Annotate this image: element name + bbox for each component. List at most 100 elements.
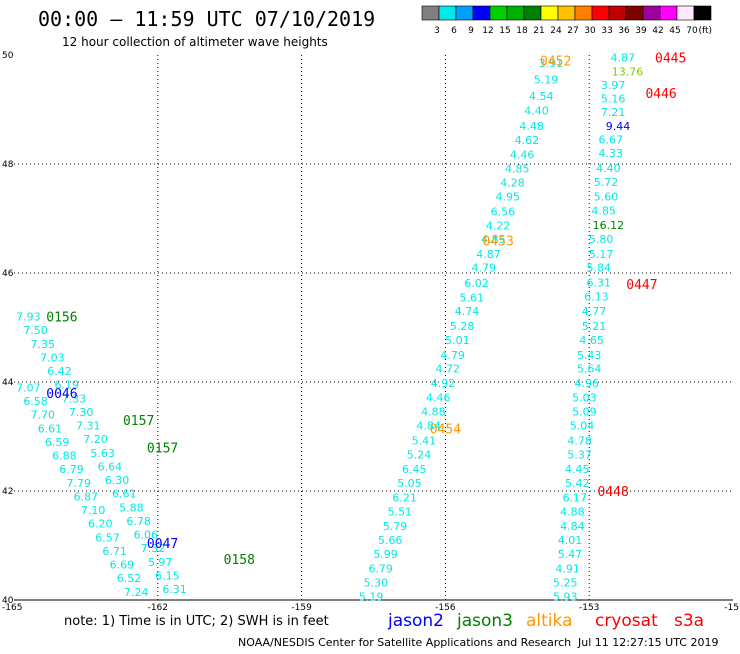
wave-height-value: 5.66 <box>378 534 403 547</box>
lon-tick-label: -15 <box>724 603 739 613</box>
wave-height-value: 6.06 <box>134 529 159 542</box>
legend-unit-label: (ft) <box>698 26 712 36</box>
wave-height-value: 5.37 <box>567 448 592 461</box>
wave-height-value: 6.59 <box>45 436 70 449</box>
wave-height-value: 6.71 <box>102 545 127 558</box>
wave-height-value: 4.84 <box>416 420 441 433</box>
wave-height-value: 5.05 <box>397 477 422 490</box>
wave-height-value: 6.17 <box>563 492 588 505</box>
wave-height-value: 4.01 <box>558 534 583 547</box>
wave-height-value: 4.95 <box>495 191 520 204</box>
wave-height-value: 4.74 <box>455 305 480 318</box>
legend-swatch <box>625 5 644 21</box>
wave-height-value: 5.04 <box>570 420 595 433</box>
pass-time-label: 0448 <box>598 485 629 500</box>
wave-height-value: 5.09 <box>572 405 597 418</box>
color-legend: 3 6 9 12 15 18 21 24 27 30 33 36 39 42 45 70 (ft) <box>421 5 712 36</box>
pass-time-label: 0156 <box>46 311 77 326</box>
wave-height-value: 5.79 <box>383 520 408 533</box>
legend-tick-label: 3 <box>434 26 440 36</box>
wave-height-value: 3.91 <box>539 57 564 70</box>
pass-time-label: 0447 <box>626 278 657 293</box>
wave-height-value: 6.61 <box>38 422 63 435</box>
legend-tick-label: 30 <box>584 26 596 36</box>
wave-height-value: 6.20 <box>88 518 113 531</box>
wave-height-value: 5.93 <box>553 591 578 604</box>
legend-tick-label: 6 <box>451 26 457 36</box>
legend-swatch <box>472 5 491 21</box>
wave-height-value: 7.93 <box>16 311 41 324</box>
legend-swatch <box>659 5 678 21</box>
pass-time-label: 0446 <box>645 87 676 102</box>
lat-tick-label: 46 <box>2 269 14 279</box>
wave-height-value: 4.79 <box>471 262 496 275</box>
wave-height-value: 5.16 <box>601 93 626 106</box>
pass-labels: 0452 0445 0446 0453 0447 0454 0448 0156 0046 0157… <box>46 52 686 568</box>
wave-height-value: 3.97 <box>601 79 626 92</box>
lat-tick-label: 48 <box>2 160 14 170</box>
pass-time-label: 0158 <box>224 553 255 568</box>
wave-height-value: 4.85 <box>591 204 616 217</box>
wave-height-value: 7.79 <box>66 477 91 490</box>
lon-tick-label: -165 <box>2 603 22 613</box>
wave-height-value: 4.77 <box>582 305 607 318</box>
satellite-legend-jason3: jason3 <box>456 611 513 631</box>
wave-height-value: 5.01 <box>445 334 470 347</box>
legend-swatch <box>642 5 661 21</box>
wave-height-value: 6.42 <box>47 365 72 378</box>
wave-height-value: 4.84 <box>560 520 585 533</box>
satellite-legend: jason2 jason3 altika cryosat s3a <box>387 611 704 631</box>
wave-height-value: 5.03 <box>572 391 597 404</box>
legend-swatch <box>676 5 695 21</box>
legend-swatch <box>591 5 610 21</box>
lon-tick-label: -162 <box>148 603 168 613</box>
footer-note: note: 1) Time is in UTC; 2) SWH is in fe… <box>64 614 329 629</box>
wave-height-value: 5.19 <box>359 591 384 604</box>
legend-tick-label: 9 <box>468 26 474 36</box>
legend-swatch <box>574 5 593 21</box>
wave-height-value: 7.31 <box>76 420 101 433</box>
pass-time-label: 0157 <box>123 414 154 429</box>
legend-tick-label: 21 <box>533 26 544 36</box>
map-axes: -165 -162 -159 -156 -153 -15 40 42 44 46 48 50 <box>2 51 739 613</box>
pass-time-label: 0454 <box>430 422 461 437</box>
wave-height-value: 6.21 <box>392 492 417 505</box>
legend-tick-label: 42 <box>652 26 663 36</box>
satellite-legend-cryosat: cryosat <box>595 611 658 631</box>
satellite-legend-jason2: jason2 <box>387 611 444 631</box>
wave-height-value: 4.62 <box>515 134 540 147</box>
wave-height-value: 6.30 <box>105 474 130 487</box>
lat-tick-label: 44 <box>2 378 14 388</box>
lat-tick-label: 40 <box>2 596 14 606</box>
wave-height-value: 5.47 <box>558 548 583 561</box>
timestamp-text: Jul 11 12:27:15 UTC 2019 <box>577 636 718 649</box>
wave-height-value: 6.15 <box>155 569 180 582</box>
legend-swatch <box>455 5 474 21</box>
pass-time-label: 0046 <box>46 387 77 402</box>
wave-height-value: 5.17 <box>589 248 614 261</box>
legend-swatch <box>489 5 508 21</box>
wave-height-value: 7.35 <box>31 338 56 351</box>
credit-text: NOAA/NESDIS Center for Satellite Applica… <box>238 636 571 649</box>
wave-height-value: 5.21 <box>582 320 607 333</box>
wave-height-value: 4.45 <box>565 463 590 476</box>
wave-height-value: 6.67 <box>599 133 624 146</box>
legend-swatch <box>693 5 712 21</box>
wave-height-value: 6.69 <box>110 559 135 572</box>
wave-height-value: 7.03 <box>40 351 65 364</box>
wave-height-value: 4.85 <box>505 162 530 175</box>
wave-height-value: 5.51 <box>388 506 413 519</box>
wave-height-value: 5.60 <box>594 191 619 204</box>
wave-height-value: 7.50 <box>23 324 48 337</box>
wave-height-value: 7.07 <box>16 381 41 394</box>
wave-height-value: 5.61 <box>460 292 485 305</box>
page-subtitle: 12 hour collection of altimeter wave hei… <box>62 35 328 49</box>
wave-height-value: 5.84 <box>587 262 612 275</box>
wave-height-value: 5.30 <box>364 577 389 590</box>
wave-height-value: 4.87 <box>611 52 636 65</box>
legend-tick-label: 36 <box>618 26 630 36</box>
legend-swatch <box>557 5 576 21</box>
map-grid <box>14 55 733 601</box>
wave-height-value: 7.20 <box>83 433 108 446</box>
